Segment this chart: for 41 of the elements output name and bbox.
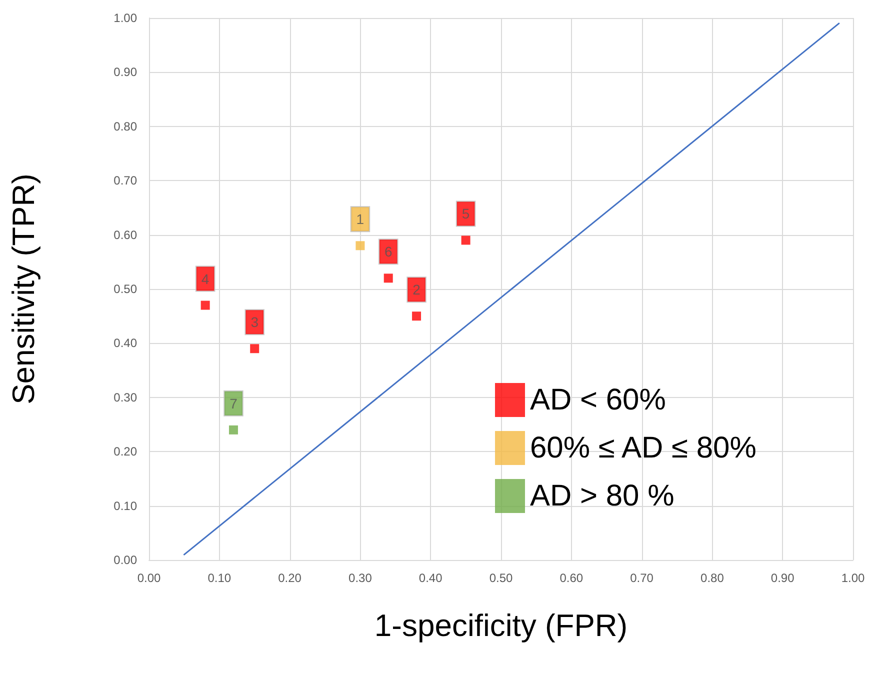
y-tick-label: 0.10 [114,498,138,513]
y-tick-label: 0.50 [114,282,138,296]
y-tick-label: 0.80 [114,119,138,134]
x-axis-title: 1-specificity (FPR) [374,608,628,643]
x-tick-label: 0.70 [630,571,654,585]
annotation: 2 [412,282,421,298]
annotation: 4 [201,270,210,287]
x-tick-label: 0.50 [489,571,513,585]
annotation: 1 [356,211,364,228]
point [250,344,260,354]
y-tick-label: 1.00 [114,11,138,25]
point [384,274,393,283]
annotation: 3 [250,314,259,330]
point [200,300,210,310]
annotation: 5 [462,206,470,222]
y-tick-label: 0.40 [114,336,138,350]
x-tick-label: 0.90 [770,571,795,585]
x-tick-label: 0.20 [278,571,302,585]
x-tick-label: 0.00 [137,571,161,585]
x-tick-label: 0.80 [700,571,724,585]
legend-label: AD < 60% [530,384,666,416]
y-tick-label: 0.30 [114,390,138,404]
legend-label: 60% ≤ AD ≤ 80% [530,432,756,464]
y-tick-label: 0.70 [114,174,138,188]
x-tick-label: 0.60 [560,571,584,585]
point [356,241,365,250]
x-tick-label: 0.10 [208,571,232,585]
x-tick-label: 0.30 [348,571,372,585]
y-tick-label: 0.60 [114,228,138,242]
x-tick-label: 0.40 [418,571,443,585]
y-tick-label: 0.90 [114,65,138,80]
legend-label: AD > 80 % [530,480,674,512]
point [228,425,238,434]
y-tick-label: 0.00 [114,553,138,567]
y-tick-label: 0.20 [114,444,138,459]
point [412,312,422,321]
point [461,236,470,245]
y-axis-title: Sensitivity (TPR) [6,174,41,404]
x-tick-label: 1.00 [841,571,865,585]
annotation: 7 [230,395,238,412]
annotation: 6 [384,244,392,260]
